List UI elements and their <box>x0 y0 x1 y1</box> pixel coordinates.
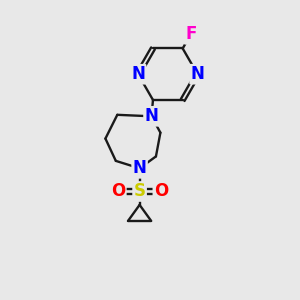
Text: F: F <box>185 25 196 43</box>
Text: N: N <box>145 107 158 125</box>
Text: O: O <box>154 182 168 200</box>
Text: S: S <box>134 182 146 200</box>
Text: N: N <box>133 159 146 177</box>
Text: O: O <box>111 182 125 200</box>
Text: N: N <box>190 65 205 83</box>
Text: N: N <box>131 65 145 83</box>
